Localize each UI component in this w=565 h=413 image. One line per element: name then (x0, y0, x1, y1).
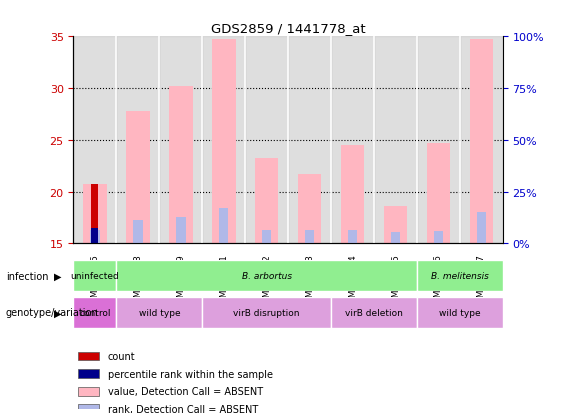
Title: GDS2859 / 1441778_at: GDS2859 / 1441778_at (211, 21, 366, 35)
Bar (176, 218, 185, 244)
Bar (348, 230, 357, 244)
Bar (73, 37, 116, 244)
Bar (477, 213, 486, 244)
Bar (202, 37, 245, 244)
Bar (391, 232, 400, 244)
Bar (73, 297, 116, 328)
Text: rank, Detection Call = ABSENT: rank, Detection Call = ABSENT (108, 404, 258, 413)
Text: ▶: ▶ (54, 271, 61, 281)
Bar (305, 230, 314, 244)
Text: genotype/variation: genotype/variation (6, 308, 98, 318)
Text: B. melitensis: B. melitensis (431, 271, 489, 280)
Bar (78, 352, 99, 361)
Bar (92, 229, 98, 244)
Text: value, Detection Call = ABSENT: value, Detection Call = ABSENT (108, 386, 263, 396)
Bar (92, 185, 98, 244)
Bar (427, 144, 450, 244)
Bar (116, 37, 159, 244)
Bar (245, 37, 288, 244)
Bar (83, 185, 107, 244)
Text: count: count (108, 351, 136, 361)
Bar (460, 37, 503, 244)
Bar (116, 297, 202, 328)
Bar (288, 37, 331, 244)
Bar (331, 37, 374, 244)
Bar (169, 87, 193, 244)
Bar (133, 221, 142, 244)
Text: control: control (79, 309, 111, 317)
Bar (255, 159, 279, 244)
Bar (78, 369, 99, 378)
Bar (202, 297, 331, 328)
Bar (78, 404, 99, 413)
Bar (73, 260, 116, 291)
Text: virB disruption: virB disruption (233, 309, 300, 317)
Text: wild type: wild type (439, 309, 481, 317)
Bar (417, 37, 460, 244)
Text: B. arbortus: B. arbortus (242, 271, 292, 280)
Text: ▶: ▶ (54, 308, 61, 318)
Bar (90, 230, 99, 244)
Text: percentile rank within the sample: percentile rank within the sample (108, 369, 273, 379)
Bar (417, 297, 503, 328)
Text: uninfected: uninfected (71, 271, 119, 280)
Bar (417, 260, 503, 291)
Bar (298, 174, 321, 244)
Bar (262, 230, 271, 244)
Bar (212, 40, 236, 244)
Bar (374, 37, 417, 244)
Bar (159, 37, 202, 244)
Bar (116, 260, 417, 291)
Bar (341, 146, 364, 244)
Bar (331, 297, 417, 328)
Bar (78, 387, 99, 396)
Bar (384, 206, 407, 244)
Bar (434, 231, 443, 244)
Text: infection: infection (6, 271, 48, 281)
Bar (219, 209, 228, 244)
Text: virB deletion: virB deletion (345, 309, 403, 317)
Text: wild type: wild type (138, 309, 180, 317)
Bar (126, 112, 150, 244)
Bar (470, 40, 493, 244)
